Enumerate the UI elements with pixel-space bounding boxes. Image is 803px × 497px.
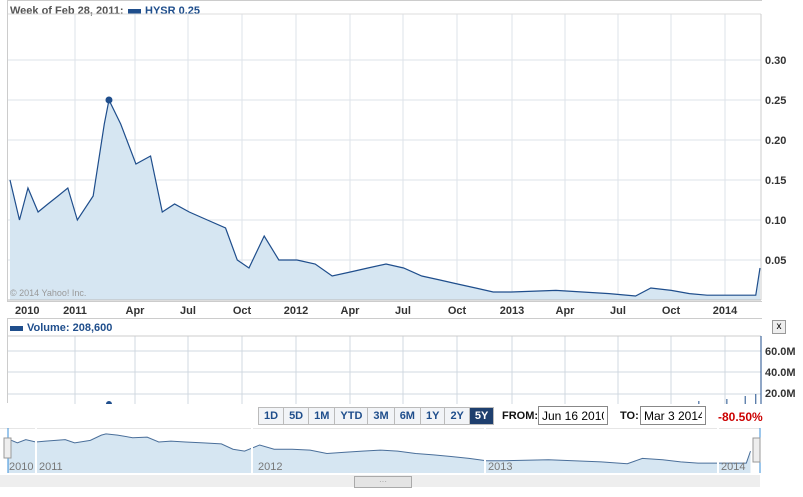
range-buttons: 1D 5D 1M YTD 3M 6M 1Y 2Y 5Y [258, 407, 495, 425]
price-chart: 0.30 0.25 0.20 0.15 0.10 0.05 2010 2011 Apr Jul Oc… [8, 13, 786, 317]
copyright: © 2014 Yahoo! Inc. [10, 288, 87, 298]
volume-legend: Volume: 208,600 [10, 322, 112, 334]
to-date-input[interactable] [640, 406, 706, 425]
range-button-5d[interactable]: 5D [283, 407, 310, 425]
x-tick-label: Jul [180, 305, 196, 317]
range-button-3m[interactable]: 3M [367, 407, 395, 425]
range-button-2y[interactable]: 2Y [444, 407, 470, 425]
navigator-label: 2010 [9, 461, 33, 473]
x-tick-label: Jul [395, 305, 411, 317]
series-swatch [128, 8, 141, 14]
close-volume-button[interactable]: x [772, 320, 786, 334]
price-area [10, 100, 760, 300]
navigator-left-handle[interactable] [3, 437, 12, 459]
x-tick-label: Oct [662, 305, 681, 317]
y-tick-label: 0.25 [765, 95, 786, 107]
navigator-line [7, 433, 751, 465]
x-tick-label: Apr [341, 305, 361, 317]
scrollbar-handle[interactable]: ··· [354, 476, 412, 488]
y-tick-label: 0.15 [765, 175, 786, 187]
from-date-input[interactable] [538, 406, 608, 425]
x-tick-label: 2012 [284, 305, 308, 317]
x-tick-label: Jul [610, 305, 626, 317]
volume-tick-label: 60.0M [765, 346, 796, 358]
y-tick-label: 0.10 [765, 215, 786, 227]
change-percent: -80.50% [718, 410, 763, 424]
navigator-label: 2014 [721, 461, 745, 473]
navigator-label: 2012 [258, 461, 282, 473]
volume-chart: 60.0M 40.0M 20.0M [8, 335, 796, 404]
x-tick-label: Oct [448, 305, 467, 317]
x-tick-label: 2013 [500, 305, 524, 317]
x-tick-label: 2010 [15, 305, 39, 317]
volume-label: Volume: 208,600 [27, 322, 113, 334]
volume-highlight-point [105, 401, 112, 404]
range-button-5y[interactable]: 5Y [468, 407, 495, 425]
navigator-label: 2013 [488, 461, 512, 473]
range-button-6m[interactable]: 6M [393, 407, 421, 425]
x-tick-label: 2014 [713, 305, 738, 317]
y-tick-label: 0.20 [765, 135, 786, 147]
navigator-right-handle[interactable] [752, 437, 761, 463]
range-button-1m[interactable]: 1M [308, 407, 336, 425]
y-tick-label: 0.30 [765, 55, 786, 67]
navigator-area [8, 433, 751, 473]
x-tick-label: Apr [556, 305, 576, 317]
volume-tick-label: 20.0M [765, 388, 796, 400]
navigator[interactable]: 2010 2011 2012 2013 2014 [0, 428, 803, 478]
range-button-1d[interactable]: 1D [258, 407, 285, 425]
x-tick-label: Oct [233, 305, 252, 317]
range-button-ytd[interactable]: YTD [334, 407, 369, 425]
to-label: TO: [620, 410, 639, 422]
volume-tick-label: 40.0M [765, 367, 796, 379]
y-tick-label: 0.05 [765, 255, 786, 267]
range-button-1y[interactable]: 1Y [419, 407, 446, 425]
navigator-label: 2011 [39, 461, 63, 473]
from-label: FROM: [502, 410, 539, 422]
price-line [9, 98, 761, 297]
x-tick-label: 2011 [63, 305, 87, 317]
x-tick-label: Apr [126, 305, 146, 317]
highlight-point [105, 96, 113, 104]
